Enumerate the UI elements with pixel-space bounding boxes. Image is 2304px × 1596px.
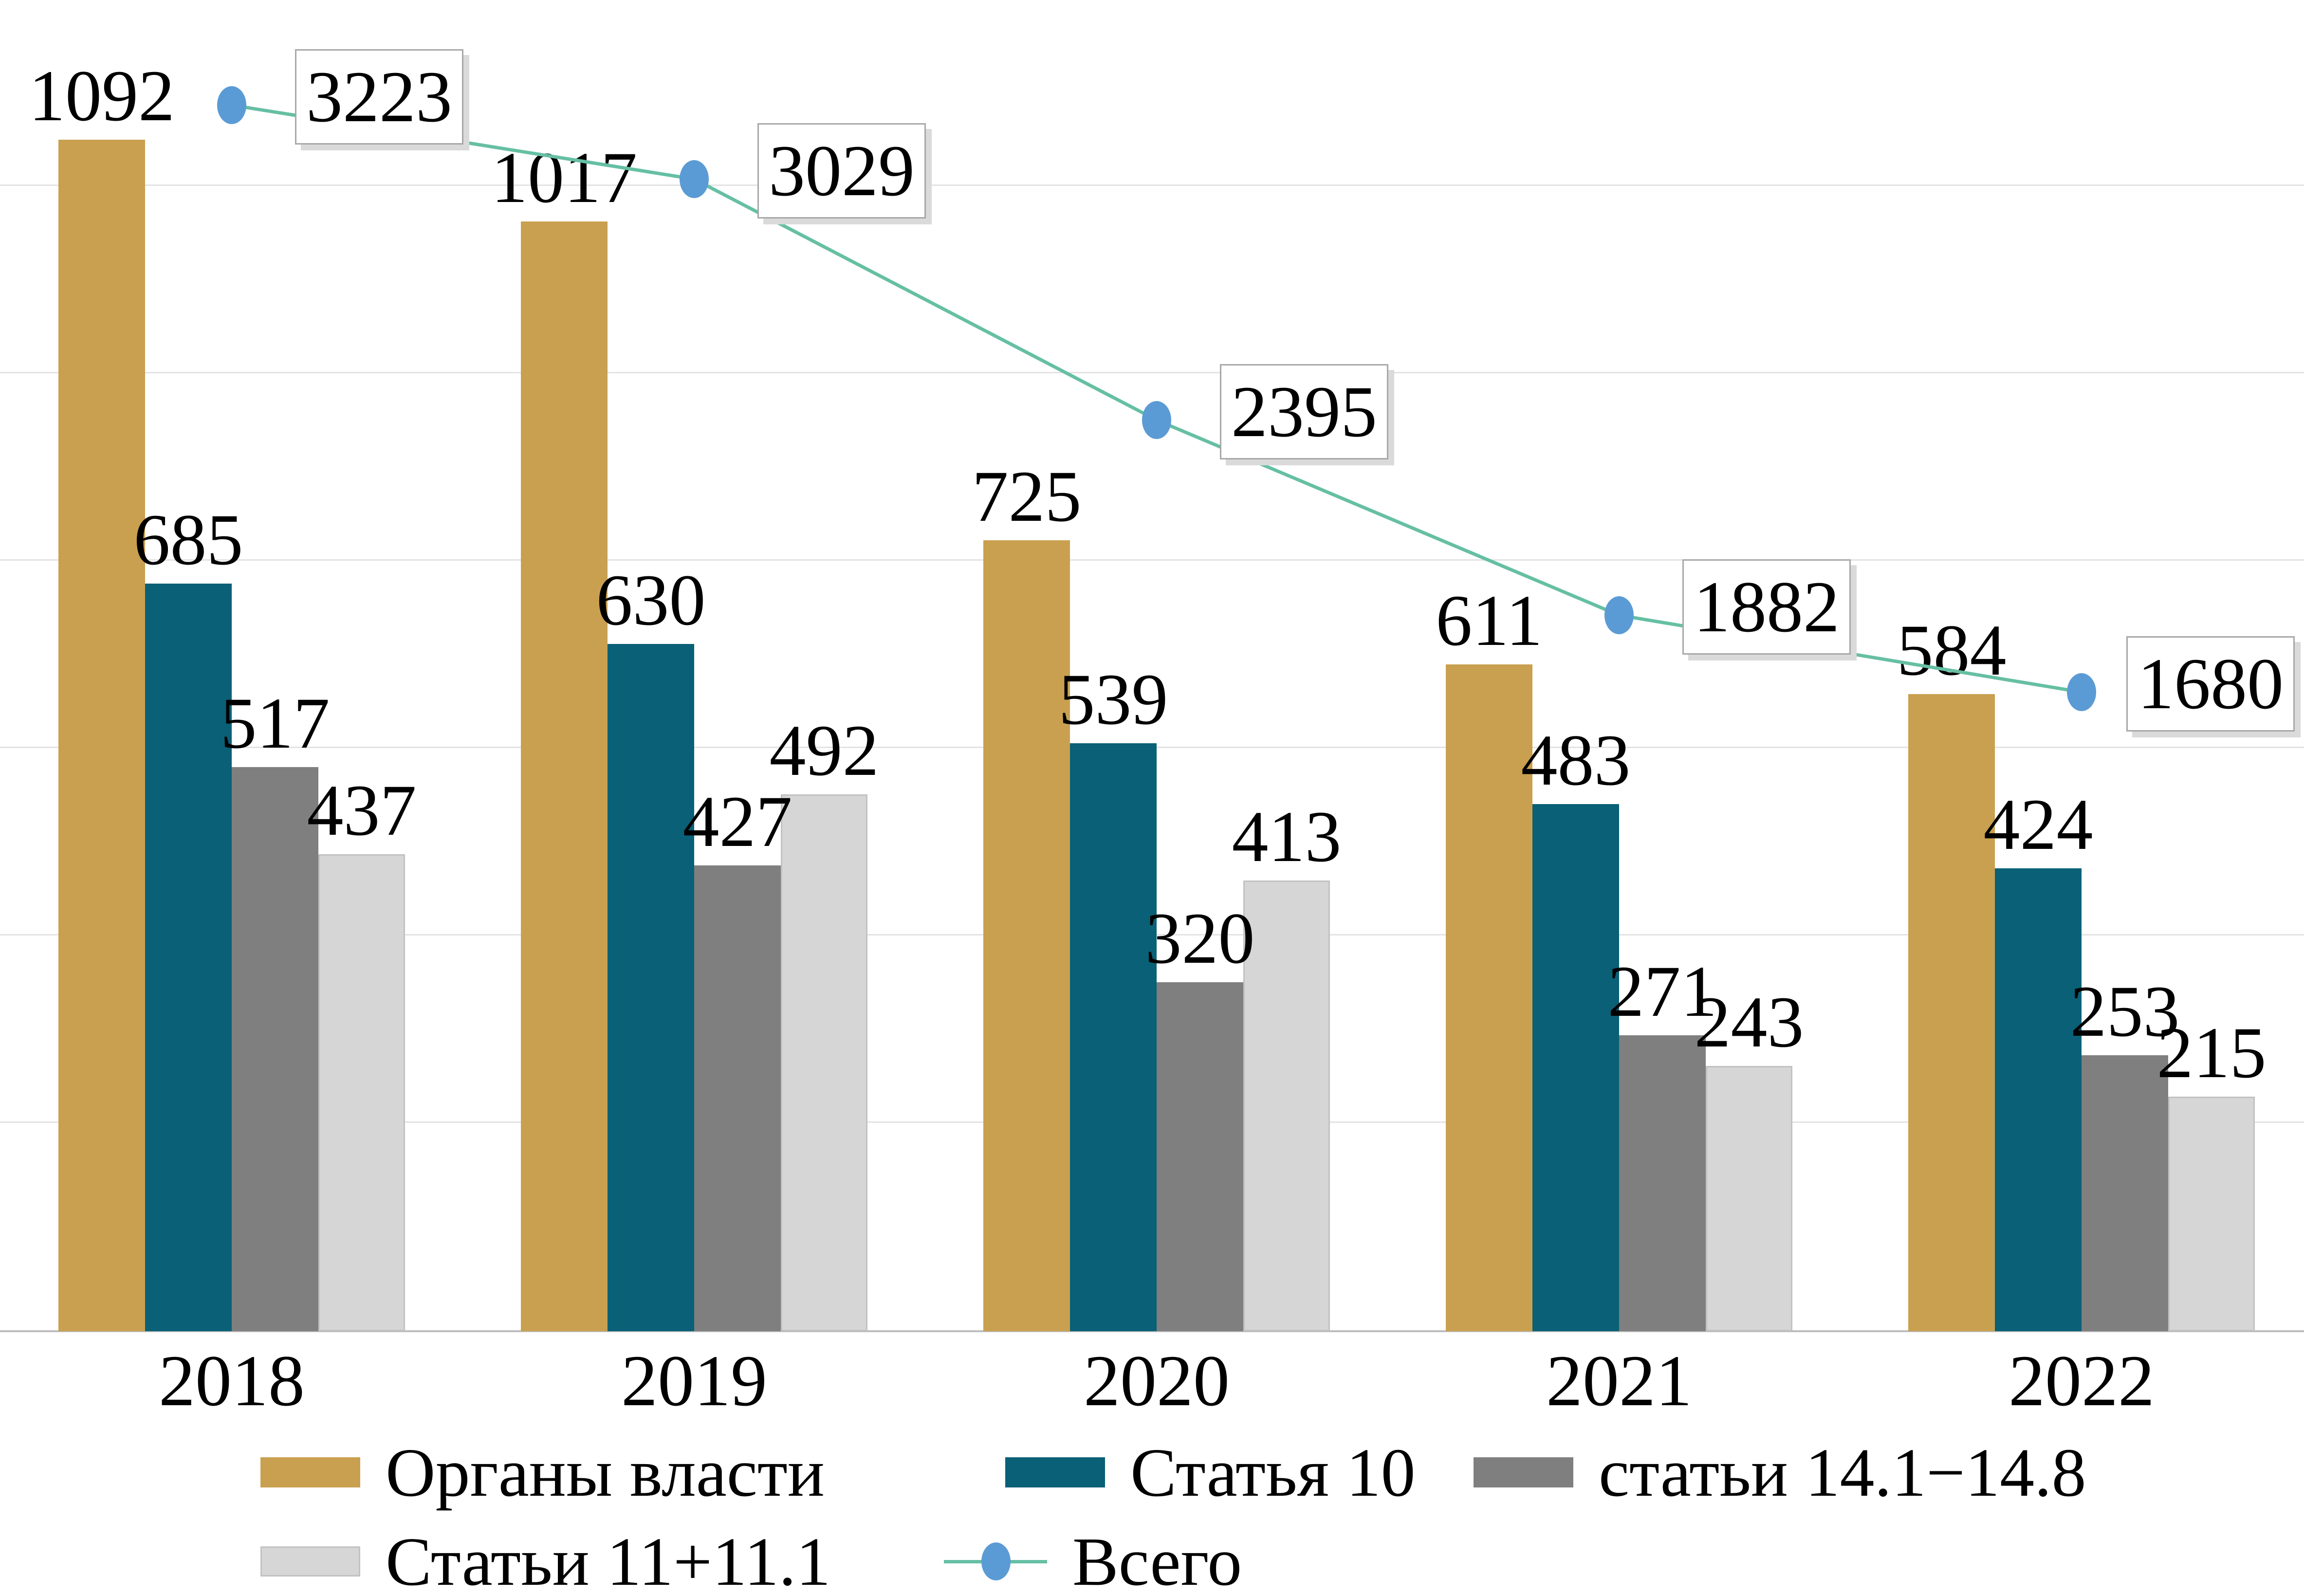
x-axis-line [0,1330,2304,1332]
legend-label: Статья 10 [1130,1434,1416,1511]
x-axis-label-2018: 2018 [159,1340,305,1421]
bar-2022-s2 [2082,1055,2168,1331]
legend-item-stati-11: Статьи 11+11.1 [260,1523,830,1596]
bar-2020-s2 [1157,982,1243,1331]
line-value-callout: 1680 [2126,636,2295,732]
bar-value-label: 215 [2157,1012,2267,1093]
bar-2018-s0 [58,140,145,1331]
bar-value-label: 630 [596,560,706,641]
bar-value-label: 424 [1983,784,2093,865]
gridline [0,559,2304,561]
bar-2019-s2 [694,865,781,1331]
legend-line-marker [944,1541,1047,1582]
bar-2018-s2 [232,767,318,1331]
total-line-marker [680,160,709,198]
gridline [0,372,2304,373]
bar-value-label: 1092 [29,55,175,136]
bar-value-label: 584 [1897,610,2007,691]
bar-2021-s0 [1446,664,1532,1331]
legend-swatch-organy-vlasti [260,1457,360,1487]
bar-2018-s1 [145,584,232,1331]
bar-value-label: 611 [1436,580,1543,661]
total-line-marker [1142,401,1171,439]
bar-2021-s3 [1706,1066,1792,1331]
bar-value-label: 685 [133,499,243,580]
legend-label: Органы власти [386,1434,825,1511]
bar-2019-s1 [608,644,694,1331]
total-line-marker [1604,596,1634,634]
bar-value-label: 271 [1607,951,1717,1032]
legend-label: Статьи 11+11.1 [386,1523,831,1596]
bar-value-label: 539 [1058,659,1168,740]
gridline [0,184,2304,186]
total-line-marker [2067,673,2096,711]
line-dot-icon [981,1542,1011,1580]
bar-value-label: 427 [682,781,793,862]
line-value-callout: 3029 [757,123,926,219]
legend-item-statya-10: Статья 10 [1005,1433,1416,1511]
legend-item-stati-14: статьи 14.1−14.8 [1474,1433,2086,1511]
legend-label: статьи 14.1−14.8 [1599,1434,2086,1511]
bar-value-label: 483 [1521,720,1631,801]
bar-value-label: 253 [2070,971,2180,1052]
bar-value-label: 413 [1232,796,1342,877]
x-axis-label-2022: 2022 [2009,1340,2155,1421]
line-value-callout: 1882 [1682,559,1851,655]
x-axis-label-2020: 2020 [1084,1340,1230,1421]
bar-2020-s1 [1070,743,1157,1331]
bar-value-label: 725 [972,456,1082,537]
bar-2020-s3 [1243,881,1330,1331]
legend-item-vsego: Всего [944,1523,1242,1596]
line-value-callout: 2395 [1220,364,1388,459]
legend-label: Всего [1072,1523,1242,1596]
bar-2021-s1 [1532,804,1619,1331]
bar-value-label: 437 [307,770,417,851]
bar-value-label: 517 [220,683,330,764]
bar-2018-s3 [318,854,405,1331]
bar-2019-s0 [521,221,608,1331]
bar-2019-s3 [781,794,867,1331]
total-line-marker [217,86,246,124]
bar-value-label: 320 [1145,898,1255,979]
bar-2022-s0 [1908,694,1995,1331]
bar-value-label: 492 [769,710,879,791]
bar-2022-s3 [2168,1097,2255,1331]
legend-swatch-stati-11 [260,1546,360,1577]
legend-item-organy-vlasti: Органы власти [260,1433,825,1511]
line-value-callout: 3223 [295,49,463,145]
bar-value-label: 243 [1694,982,1804,1063]
legend-swatch-stati-14 [1474,1457,1573,1487]
bar-value-label: 1017 [491,137,637,218]
bar-2022-s1 [1995,868,2082,1331]
x-axis-label-2019: 2019 [621,1340,767,1421]
x-axis-label-2021: 2021 [1546,1340,1692,1421]
bar-2020-s0 [983,540,1070,1331]
legend-swatch-statya-10 [1005,1457,1105,1487]
bar-2021-s2 [1619,1035,1706,1331]
